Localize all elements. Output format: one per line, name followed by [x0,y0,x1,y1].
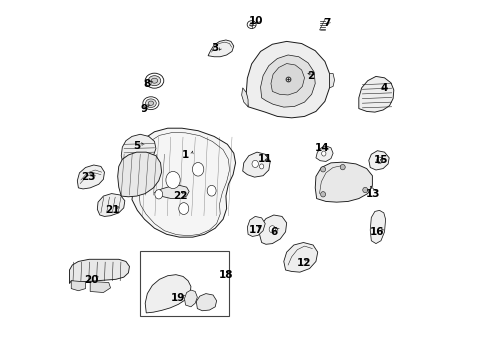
Text: 14: 14 [314,143,329,153]
Ellipse shape [321,151,325,156]
Polygon shape [69,259,129,284]
Polygon shape [315,146,332,161]
Text: 3: 3 [211,43,219,53]
Ellipse shape [145,73,163,88]
Polygon shape [369,210,385,244]
Text: 5: 5 [133,141,140,151]
Ellipse shape [259,164,263,169]
Polygon shape [283,243,317,272]
Text: 9: 9 [140,104,147,113]
Text: 7: 7 [322,18,330,28]
Ellipse shape [249,23,253,26]
Ellipse shape [151,78,157,83]
Polygon shape [329,73,334,88]
Ellipse shape [362,187,367,193]
Ellipse shape [148,76,161,86]
Polygon shape [246,41,329,118]
Polygon shape [259,215,286,244]
Ellipse shape [320,167,325,172]
Text: 21: 21 [105,205,120,215]
Text: 10: 10 [248,17,263,26]
Bar [140,251,229,316]
Text: 12: 12 [297,258,311,268]
Text: 4: 4 [379,83,386,93]
Polygon shape [154,185,189,199]
Polygon shape [247,216,264,237]
Text: 16: 16 [368,227,383,237]
Text: 2: 2 [306,71,314,81]
Ellipse shape [192,162,203,176]
Text: 20: 20 [84,275,99,285]
Polygon shape [260,55,315,107]
Ellipse shape [142,97,159,110]
Text: 11: 11 [258,154,272,163]
Ellipse shape [145,99,156,108]
Polygon shape [97,194,124,216]
Text: 17: 17 [248,225,263,235]
Polygon shape [368,151,388,170]
Polygon shape [184,290,197,307]
Ellipse shape [340,165,345,170]
Polygon shape [90,282,110,293]
Text: 6: 6 [269,227,277,237]
Text: 8: 8 [143,79,151,89]
Polygon shape [145,275,190,313]
Polygon shape [121,134,156,166]
Text: 1: 1 [182,150,189,160]
Text: 19: 19 [171,293,185,303]
Polygon shape [71,281,85,291]
Polygon shape [242,152,270,177]
Polygon shape [241,88,247,107]
Ellipse shape [165,171,180,189]
Polygon shape [270,64,304,95]
Ellipse shape [155,190,163,199]
Ellipse shape [376,157,382,163]
Text: 13: 13 [365,189,380,199]
Polygon shape [118,152,162,197]
Polygon shape [315,162,372,202]
Ellipse shape [148,101,153,105]
Polygon shape [77,165,104,189]
Text: 23: 23 [81,172,95,182]
Polygon shape [196,294,216,311]
Ellipse shape [246,21,256,28]
Ellipse shape [320,192,325,197]
Text: 18: 18 [218,270,233,280]
Text: 22: 22 [173,191,187,201]
Ellipse shape [207,185,216,196]
Ellipse shape [251,160,258,167]
Polygon shape [207,40,233,57]
Ellipse shape [179,203,188,215]
Ellipse shape [268,226,275,233]
Polygon shape [132,128,235,237]
Text: 15: 15 [373,156,388,165]
Polygon shape [358,76,393,112]
